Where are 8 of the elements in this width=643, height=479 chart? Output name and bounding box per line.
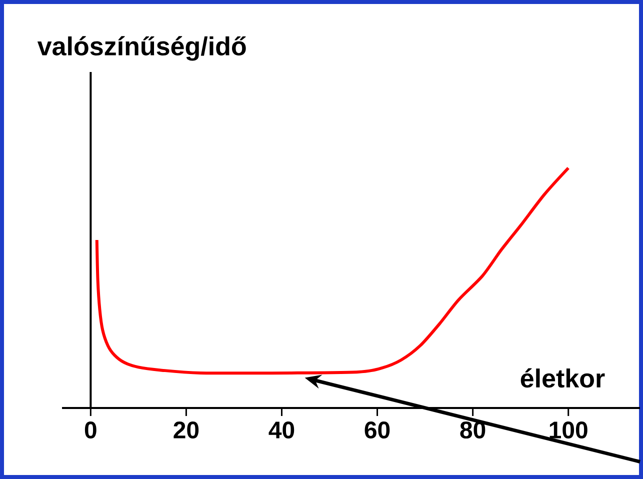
x-tick-label: 20 bbox=[174, 422, 199, 439]
x-tick-label: 100 bbox=[550, 422, 588, 439]
x-tick-label: 40 bbox=[268, 422, 294, 439]
x-tick-label: 80 bbox=[460, 422, 486, 439]
x-tick-label: 60 bbox=[364, 422, 390, 439]
y-axis-title: valószínűség/idő bbox=[37, 36, 246, 61]
x-axis-title: életkor bbox=[520, 368, 605, 388]
x-tick-label: 0 bbox=[84, 422, 96, 439]
